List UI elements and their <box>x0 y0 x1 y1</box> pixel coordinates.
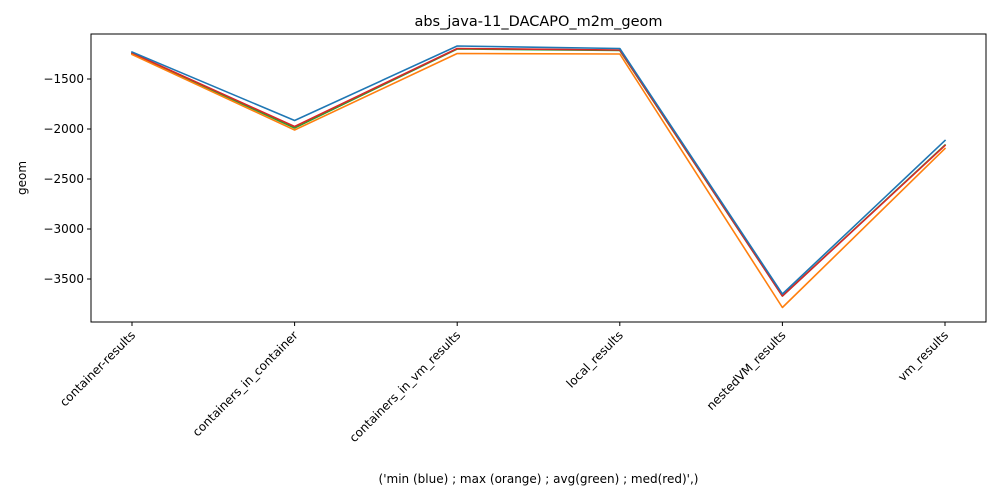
y-tick-label: −2000 <box>43 122 84 136</box>
series-layer <box>130 45 947 309</box>
x-tick-label: container-results <box>57 328 138 409</box>
y-tick-label: −2500 <box>43 172 84 186</box>
chart-title: abs_java-11_DACAPO_m2m_geom <box>414 14 662 30</box>
x-tick-label: nestedVM_results <box>704 328 789 413</box>
x-tick-label: vm_results <box>895 328 951 384</box>
plot-area <box>90 33 987 323</box>
y-tick-label: −3500 <box>43 272 84 286</box>
x-tick-label: local_results <box>564 328 626 390</box>
series-line-2 <box>130 52 947 309</box>
series-line-1 <box>130 47 947 297</box>
series-line-3 <box>130 45 947 295</box>
y-axis: −1500 −2000 −2500 −3000 −3500 <box>43 72 91 286</box>
x-tick-label: containers_in_container <box>190 328 301 439</box>
x-tick-label: containers_in_vm_results <box>347 328 464 445</box>
x-axis: container-results containers_in_container… <box>57 322 951 445</box>
y-axis-label: geom <box>15 161 29 195</box>
y-tick-label: −3000 <box>43 222 84 236</box>
x-axis-label: ('min (blue) ; max (orange) ; avg(green)… <box>379 472 699 486</box>
y-tick-label: −1500 <box>43 72 84 86</box>
